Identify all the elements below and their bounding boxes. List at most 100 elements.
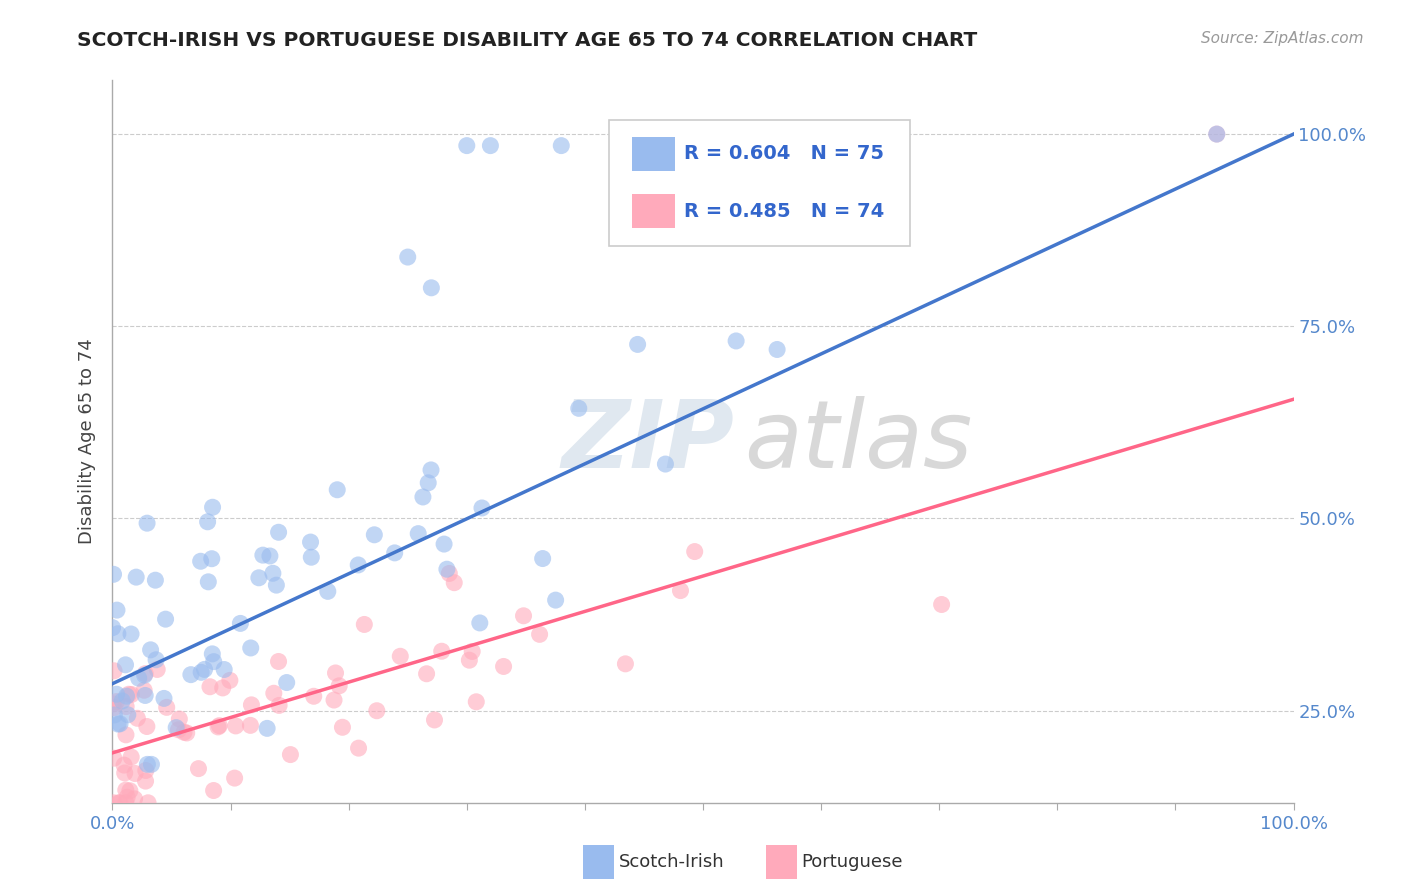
Point [197, 515, 219, 529]
Point [229, 616, 252, 631]
Point [218, 673, 240, 688]
Point [108, 796, 131, 810]
Point [529, 627, 551, 641]
Point [683, 544, 706, 558]
Point [108, 796, 131, 810]
Y-axis label: Disability Age 65 to 74: Disability Age 65 to 74 [77, 339, 96, 544]
Point [263, 686, 285, 700]
Point [259, 549, 281, 563]
Point [299, 550, 322, 565]
Point [299, 535, 322, 549]
Point [420, 463, 443, 477]
Point [167, 723, 190, 737]
Point [267, 698, 290, 713]
Point [332, 720, 354, 734]
Point [266, 578, 288, 592]
Point [173, 725, 195, 739]
Point [153, 691, 176, 706]
Point [155, 612, 177, 626]
Point [124, 766, 146, 780]
Point [384, 546, 406, 560]
Point [103, 567, 125, 582]
Point [136, 796, 159, 810]
Point [103, 664, 125, 678]
Point [458, 653, 481, 667]
Point [139, 643, 162, 657]
Point [316, 584, 339, 599]
Point [654, 457, 676, 471]
Point [302, 690, 325, 704]
Point [252, 548, 274, 562]
Point [135, 774, 157, 789]
Point [105, 603, 128, 617]
Point [156, 700, 179, 714]
FancyBboxPatch shape [609, 120, 910, 246]
Point [544, 593, 567, 607]
Point [492, 659, 515, 673]
Point [193, 662, 215, 676]
Point [406, 526, 429, 541]
Point [103, 751, 125, 765]
Point [127, 711, 149, 725]
Point [396, 250, 419, 264]
Point [550, 138, 572, 153]
Point [141, 757, 163, 772]
Point [145, 653, 167, 667]
Point [1205, 127, 1227, 141]
Point [461, 644, 484, 658]
Point [353, 617, 375, 632]
Text: Portuguese: Portuguese [801, 853, 903, 871]
Point [280, 747, 302, 762]
Point [418, 475, 440, 490]
Point [134, 689, 156, 703]
Point [120, 627, 142, 641]
Point [323, 693, 346, 707]
Point [169, 712, 191, 726]
Point [208, 719, 231, 733]
Text: R = 0.485   N = 74: R = 0.485 N = 74 [685, 202, 884, 220]
Point [101, 621, 124, 635]
Point [201, 551, 224, 566]
Point [190, 665, 212, 680]
Text: ZIP: ZIP [561, 395, 734, 488]
Point [256, 722, 278, 736]
Point [114, 766, 136, 780]
Point [439, 566, 461, 581]
Point [121, 688, 143, 702]
Point [389, 649, 412, 664]
Point [134, 666, 156, 681]
Point [247, 571, 270, 585]
Point [465, 695, 488, 709]
Point [146, 662, 169, 676]
Point [512, 608, 534, 623]
Point [103, 708, 125, 723]
Point [120, 750, 142, 764]
Point [198, 680, 221, 694]
Point [124, 792, 146, 806]
Point [165, 721, 187, 735]
Point [176, 726, 198, 740]
Point [136, 516, 159, 531]
Text: R = 0.604   N = 75: R = 0.604 N = 75 [685, 145, 884, 163]
Point [114, 657, 136, 672]
Point [725, 334, 748, 348]
Point [614, 657, 637, 671]
FancyBboxPatch shape [633, 194, 675, 227]
Point [103, 700, 125, 714]
Point [443, 575, 465, 590]
Text: SCOTCH-IRISH VS PORTUGUESE DISABILITY AGE 65 TO 74 CORRELATION CHART: SCOTCH-IRISH VS PORTUGUESE DISABILITY AG… [77, 31, 977, 50]
Point [412, 490, 434, 504]
Point [225, 719, 247, 733]
Point [568, 401, 591, 416]
Text: atlas: atlas [744, 396, 973, 487]
Point [430, 644, 453, 658]
Point [105, 695, 128, 709]
Point [145, 573, 167, 587]
Point [103, 796, 125, 810]
Point [202, 655, 225, 669]
Point [197, 574, 219, 589]
Point [128, 671, 150, 685]
Point [135, 719, 157, 733]
Point [471, 500, 494, 515]
Point [114, 783, 136, 797]
